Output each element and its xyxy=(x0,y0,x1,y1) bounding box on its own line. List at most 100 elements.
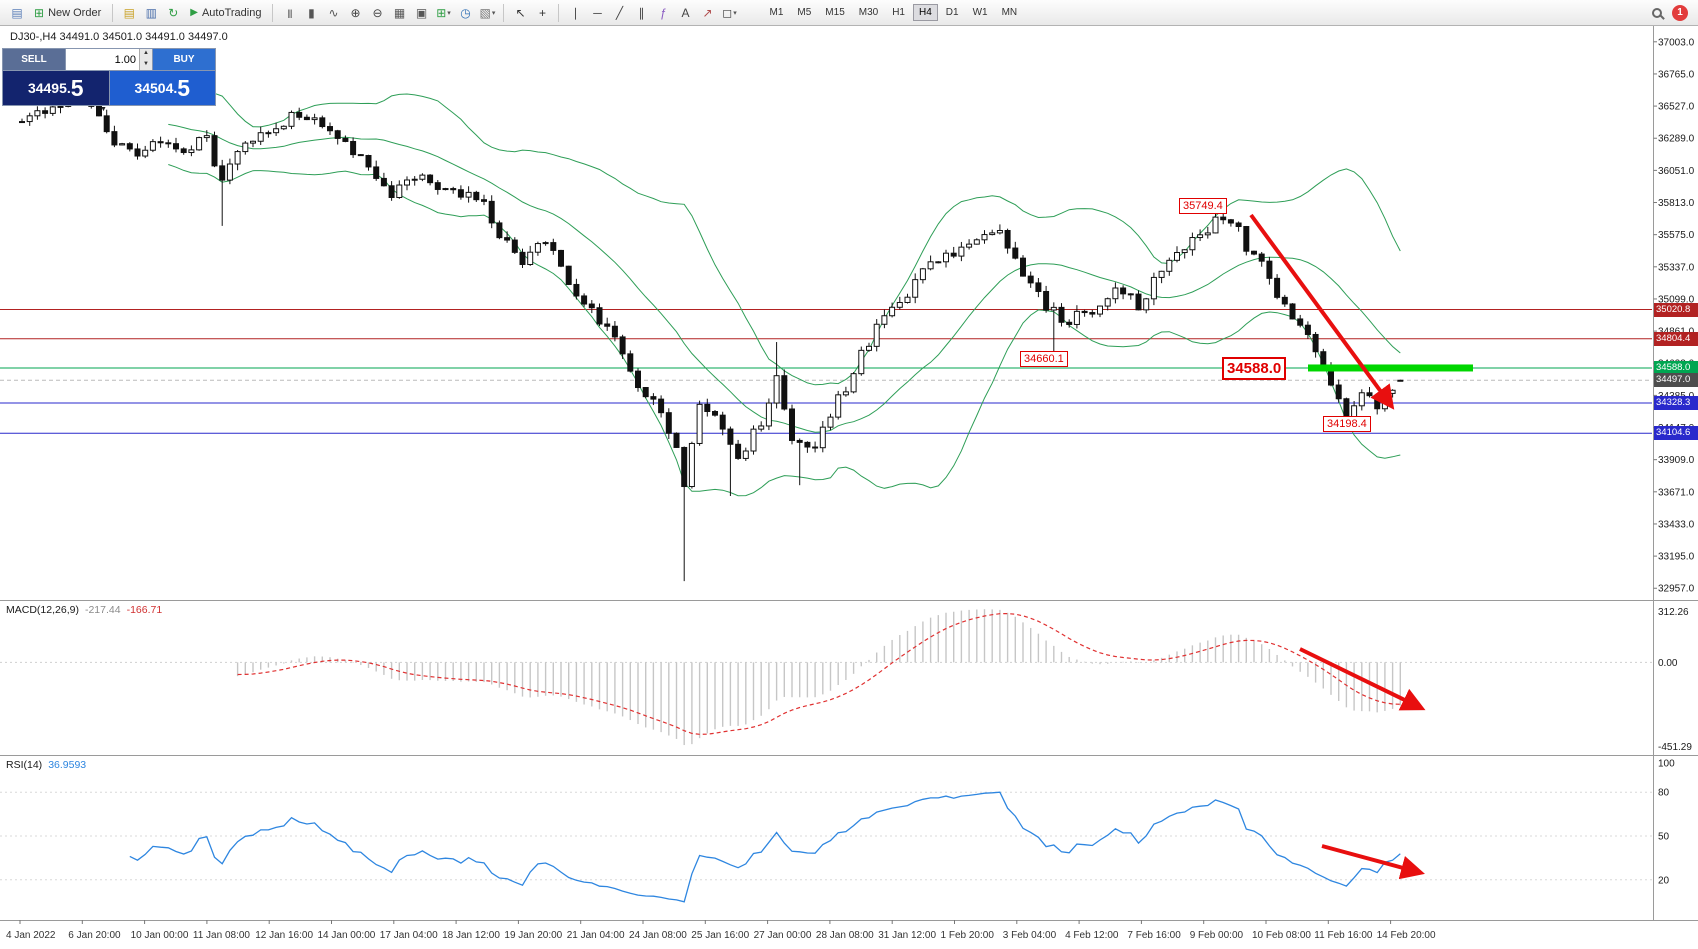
vertical-line-icon[interactable]: ∣ xyxy=(572,5,579,20)
price-level-lines xyxy=(0,309,1652,434)
price-callout[interactable]: 34198.4 xyxy=(1323,416,1371,432)
svg-text:50: 50 xyxy=(1658,832,1670,843)
timeframe-w1[interactable]: W1 xyxy=(972,7,988,18)
price-axis-tag: 34497.0 xyxy=(1654,373,1698,388)
svg-text:1 Feb 20:00: 1 Feb 20:00 xyxy=(941,930,995,941)
trend-arrow[interactable] xyxy=(1299,647,1426,711)
price-axis-tag: 34588.0 xyxy=(1654,360,1698,375)
trend-arrow[interactable] xyxy=(1249,213,1395,410)
toolbar-separator xyxy=(558,3,560,22)
text-icon[interactable]: A xyxy=(681,5,690,20)
data-window-icon[interactable]: ▥ xyxy=(145,5,157,20)
timeframe-h1[interactable]: H1 xyxy=(892,7,905,18)
cursor-icon[interactable]: ↖ xyxy=(515,5,526,20)
buy-button[interactable]: BUY xyxy=(153,49,215,70)
timeframe-mn[interactable]: MN xyxy=(1001,7,1018,18)
price-axis-tag: 34804.4 xyxy=(1654,331,1698,346)
new-chart-window-icon[interactable]: ▤ xyxy=(11,5,23,20)
autotrading-icon: ▶ xyxy=(190,7,198,18)
horizontal-line-icon[interactable]: ─ xyxy=(593,5,602,20)
buy-price[interactable]: 34504. 5 xyxy=(109,71,215,105)
arrows-icon[interactable]: ↗ xyxy=(702,5,713,20)
sell-price-main: 34495. xyxy=(27,80,71,96)
channel-icon[interactable]: ∥ xyxy=(638,5,645,20)
zoom-out-icon[interactable]: ⊖ xyxy=(372,5,383,20)
buy-price-main: 34504. xyxy=(134,80,178,96)
pointer-icons-group: ↖ + xyxy=(509,3,553,23)
trend-arrow[interactable] xyxy=(1321,844,1425,880)
price-callout[interactable]: 35749.4 xyxy=(1179,198,1227,214)
timeframe-h4[interactable]: H4 xyxy=(913,4,938,21)
svg-text:100: 100 xyxy=(1658,759,1675,770)
chart-properties-icon[interactable]: ▧ ▾ xyxy=(479,5,496,20)
svg-text:36289.0: 36289.0 xyxy=(1658,134,1695,145)
svg-text:80: 80 xyxy=(1658,788,1670,799)
svg-text:6 Jan 20:00: 6 Jan 20:00 xyxy=(68,930,121,941)
line-chart-icon[interactable]: ∿ xyxy=(328,5,339,20)
new-chart-icon[interactable]: ⊞ ▾ xyxy=(436,5,451,20)
autoscroll-icon[interactable]: ◷ xyxy=(460,5,471,20)
timeframe-m15[interactable]: M15 xyxy=(825,7,845,18)
toolbar-separator xyxy=(272,3,274,22)
green-level-zone[interactable] xyxy=(1308,364,1473,372)
dropdown-caret-icon[interactable]: ▾ xyxy=(447,9,451,17)
svg-text:21 Jan 04:00: 21 Jan 04:00 xyxy=(567,930,625,941)
bar-chart-icon[interactable]: ||| xyxy=(287,7,292,18)
new-order-button[interactable]: ⊞ New Order xyxy=(28,4,107,22)
time-axis[interactable]: 4 Jan 2022 6 Jan 20:00 10 Jan 00:00 11 Jan … xyxy=(6,920,1436,941)
macd-name: MACD(12,26,9) xyxy=(6,604,79,616)
candlestick-chart-icon[interactable]: ▮ xyxy=(308,5,315,20)
search-icon[interactable] xyxy=(1652,7,1662,18)
fibonacci-icon[interactable]: ƒ xyxy=(660,5,667,20)
svg-text:12 Jan 16:00: 12 Jan 16:00 xyxy=(255,930,313,941)
svg-text:35099.0: 35099.0 xyxy=(1658,294,1695,305)
notifications-badge[interactable]: 1 xyxy=(1672,4,1688,21)
timeframe-m30[interactable]: M30 xyxy=(858,7,879,18)
svg-text:33671.0: 33671.0 xyxy=(1658,487,1695,498)
price-callout[interactable]: 34660.1 xyxy=(1020,351,1068,367)
timeframe-group: M1 M5 M15 M30 H1 H4 D1 W1 MN xyxy=(762,4,1024,21)
svg-text:35813.0: 35813.0 xyxy=(1658,198,1695,209)
rsi-header: RSI(14) 36.9593 xyxy=(6,759,86,771)
toolbar-right-group: 1 xyxy=(1652,4,1692,21)
sell-price[interactable]: 34495. 5 xyxy=(3,71,109,105)
price-callout[interactable]: 34588.0 xyxy=(1222,357,1287,380)
one-click-collapse-icon[interactable]: ▼ xyxy=(100,106,107,113)
zoom-in-icon[interactable]: ⊕ xyxy=(350,5,361,20)
svg-text:10 Feb 08:00: 10 Feb 08:00 xyxy=(1252,930,1311,941)
symbol-ohlc-line: DJ30-,H4 34491.0 34501.0 34491.0 34497.0 xyxy=(10,31,228,43)
sell-button[interactable]: SELL xyxy=(3,49,65,70)
price-axis[interactable]: 37003.0 36765.0 36527.0 36289.0 36051.0 35813… xyxy=(0,26,1698,921)
volume-field: ▲ ▼ xyxy=(66,49,152,70)
svg-text:18 Jan 12:00: 18 Jan 12:00 xyxy=(442,930,500,941)
timeframe-m1[interactable]: M1 xyxy=(769,7,784,18)
quick-icons-group: ▤ ▥ ↻ xyxy=(118,3,184,23)
volume-up-icon[interactable]: ▲ xyxy=(140,49,152,60)
market-watch-icon[interactable]: ▤ xyxy=(123,5,135,20)
macd-panel: 312.26 0.00 -451.29 xyxy=(0,607,1692,753)
price-axis-tag: 34328.3 xyxy=(1654,396,1698,411)
one-click-trading-panel: SELL ▲ ▼ BUY 34495. 5 34504. 5 xyxy=(2,48,216,106)
crosshair-icon[interactable]: + xyxy=(538,5,546,20)
tile-windows-icon[interactable]: ▦ xyxy=(393,5,406,20)
svg-text:36051.0: 36051.0 xyxy=(1658,166,1695,177)
svg-text:312.26: 312.26 xyxy=(1658,607,1689,618)
shapes-icon[interactable]: ◻ ▾ xyxy=(722,5,737,20)
trendline-icon[interactable]: ╱ xyxy=(615,5,624,20)
volume-down-icon[interactable]: ▼ xyxy=(140,59,152,70)
dropdown-caret-icon[interactable]: ▾ xyxy=(733,9,737,17)
timeframe-m5[interactable]: M5 xyxy=(797,7,812,18)
cascade-windows-icon[interactable]: ▣ xyxy=(415,5,428,20)
macd-value: -217.44 xyxy=(84,604,121,616)
dropdown-caret-icon[interactable]: ▾ xyxy=(491,9,496,17)
navigator-icon[interactable]: ↻ xyxy=(168,5,179,20)
autotrading-button[interactable]: ▶ AutoTrading xyxy=(184,5,267,21)
macd-signal-value: -166.71 xyxy=(126,604,163,616)
volume-input[interactable] xyxy=(66,49,139,70)
svg-text:24 Jan 08:00: 24 Jan 08:00 xyxy=(629,930,687,941)
timeframe-d1[interactable]: D1 xyxy=(945,7,959,18)
price-axis-tag: 35020.8 xyxy=(1654,302,1698,317)
trend-arrows[interactable] xyxy=(1249,213,1426,880)
